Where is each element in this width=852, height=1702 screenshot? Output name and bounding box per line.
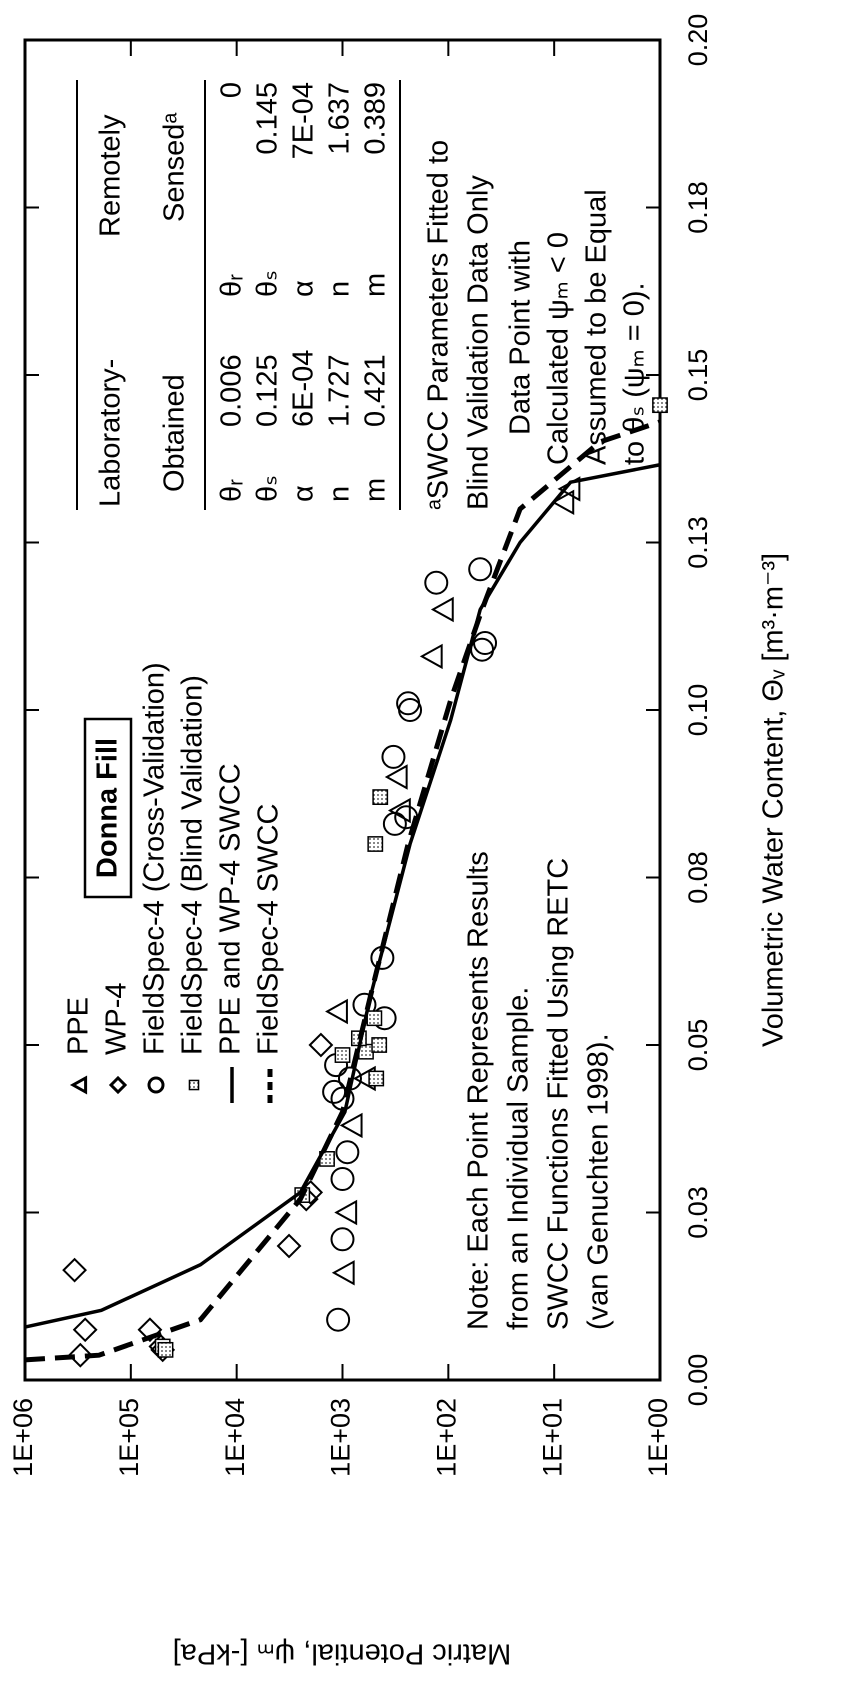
x-axis-title: Volumetric Water Content, Θᵥ [m³·m⁻³] xyxy=(758,553,790,1047)
data-point xyxy=(551,489,575,515)
annotation-line: Assumed to be Equal xyxy=(581,189,613,465)
table-footnote: Blind Validation Data Only xyxy=(463,175,495,510)
data-point xyxy=(367,836,384,852)
data-point xyxy=(382,811,407,836)
data-point xyxy=(468,557,493,582)
data-point xyxy=(325,998,348,1025)
data-point xyxy=(387,797,411,824)
table-cell: 0 xyxy=(216,82,248,98)
table-cell: 1.637 xyxy=(324,82,356,155)
x-tick-label: 0.03 xyxy=(683,1186,713,1239)
legend-label: PPE and WP-4 SWCC xyxy=(215,763,247,1055)
table-cell: θᵣ xyxy=(216,479,248,502)
legend-marker xyxy=(108,1075,128,1095)
swcc-curve xyxy=(24,419,661,1363)
table-header: Sensedᵃ xyxy=(159,113,191,222)
annotation-line: to θₛ (ψₘ = 0). xyxy=(619,282,651,465)
table-cell: 7E-04 xyxy=(288,82,320,159)
table-footnote: ᵃSWCC Parameters Fitted to xyxy=(423,140,455,510)
table-cell: 0.145 xyxy=(252,82,284,155)
y-tick-label: 1E+03 xyxy=(326,1398,356,1477)
data-point xyxy=(339,1112,363,1139)
data-point xyxy=(372,789,389,805)
data-point xyxy=(330,1227,355,1252)
table-cell: n xyxy=(324,486,356,502)
table-cell: α xyxy=(288,280,320,297)
x-tick-label: 0.05 xyxy=(683,1019,713,1072)
note-line: Note: Each Point Represents Results xyxy=(463,851,495,1330)
note-line: (van Genuchten 1998). xyxy=(583,1033,615,1330)
data-point xyxy=(326,1307,351,1332)
data-point xyxy=(430,596,454,623)
annotation-line: Data Point with xyxy=(505,240,537,435)
y-axis-title: Matric Potential, ψₘ [-kPa] xyxy=(173,1637,512,1669)
table-cell: 1.727 xyxy=(324,354,356,427)
table-header: Remotely xyxy=(95,114,127,237)
data-point xyxy=(384,764,408,790)
note-line: from an Individual Sample. xyxy=(503,987,535,1330)
y-tick-label: 1E+05 xyxy=(114,1398,144,1477)
x-tick-label: 0.10 xyxy=(683,684,713,737)
table-cell: 0.389 xyxy=(360,82,392,155)
data-point xyxy=(72,1317,98,1343)
data-point xyxy=(652,397,668,414)
legend-marker xyxy=(188,1079,200,1091)
table-cell: α xyxy=(288,485,320,502)
table-cell: θₛ xyxy=(252,475,284,502)
legend-marker xyxy=(147,1076,165,1094)
table-cell: 0.006 xyxy=(216,354,248,427)
data-point xyxy=(470,637,495,662)
table-header: Laboratory- xyxy=(95,359,127,507)
legend-title-box xyxy=(83,717,133,899)
table-cell: m xyxy=(360,478,392,502)
legend-label: FieldSpec-4 (Blind Validation) xyxy=(177,675,209,1055)
legend-label: WP-4 xyxy=(101,983,133,1056)
data-point xyxy=(368,1070,385,1087)
y-tick-label: 1E+04 xyxy=(220,1398,250,1477)
data-point xyxy=(334,1199,358,1226)
x-tick-label: 0.20 xyxy=(683,14,713,67)
table-cell: θₛ xyxy=(252,270,284,297)
data-point xyxy=(334,1047,351,1063)
data-point xyxy=(419,643,443,670)
table-header: Obtained xyxy=(159,374,191,492)
annotation-line: Calculated ψₘ < 0 xyxy=(543,232,575,465)
data-point xyxy=(424,570,449,595)
y-tick-label: 1E+00 xyxy=(643,1398,673,1477)
data-point xyxy=(308,1032,334,1058)
legend-label: PPE xyxy=(63,997,95,1055)
data-point xyxy=(331,1260,355,1286)
data-point xyxy=(335,1140,360,1165)
legend-label: FieldSpec-4 (Cross-Validation) xyxy=(139,662,171,1055)
table-cell: m xyxy=(360,273,392,297)
table-cell: 0.421 xyxy=(360,354,392,427)
table-cell: 6E-04 xyxy=(288,350,320,427)
data-point xyxy=(371,1037,388,1053)
legend-title: Donna Fill xyxy=(92,738,124,878)
note-line: SWCC Functions Fitted Using RETC xyxy=(543,858,575,1330)
legend-label: FieldSpec-4 SWCC xyxy=(253,804,285,1055)
legend-marker xyxy=(69,1075,88,1095)
x-tick-label: 0.15 xyxy=(683,349,713,402)
x-tick-label: 0.08 xyxy=(683,851,713,904)
x-tick-label: 0.00 xyxy=(683,1354,713,1407)
data-point xyxy=(396,691,421,716)
data-point xyxy=(276,1233,302,1259)
rotated-chart: Volumetric Water Content, Θᵥ [m³·m⁻³] Ma… xyxy=(8,14,790,1670)
table-cell: θᵣ xyxy=(216,274,248,297)
y-tick-label: 1E+06 xyxy=(8,1398,38,1477)
x-tick-label: 0.13 xyxy=(683,516,713,569)
data-point xyxy=(330,1167,355,1191)
x-tick-label: 0.18 xyxy=(683,181,713,234)
table-cell: n xyxy=(324,281,356,297)
y-tick-label: 1E+02 xyxy=(431,1398,461,1477)
y-tick-label: 1E+01 xyxy=(537,1398,567,1477)
data-point xyxy=(62,1257,87,1283)
data-point xyxy=(366,1010,383,1027)
table-cell: 0.125 xyxy=(252,354,284,427)
data-point xyxy=(157,1341,174,1358)
data-point xyxy=(381,744,406,769)
